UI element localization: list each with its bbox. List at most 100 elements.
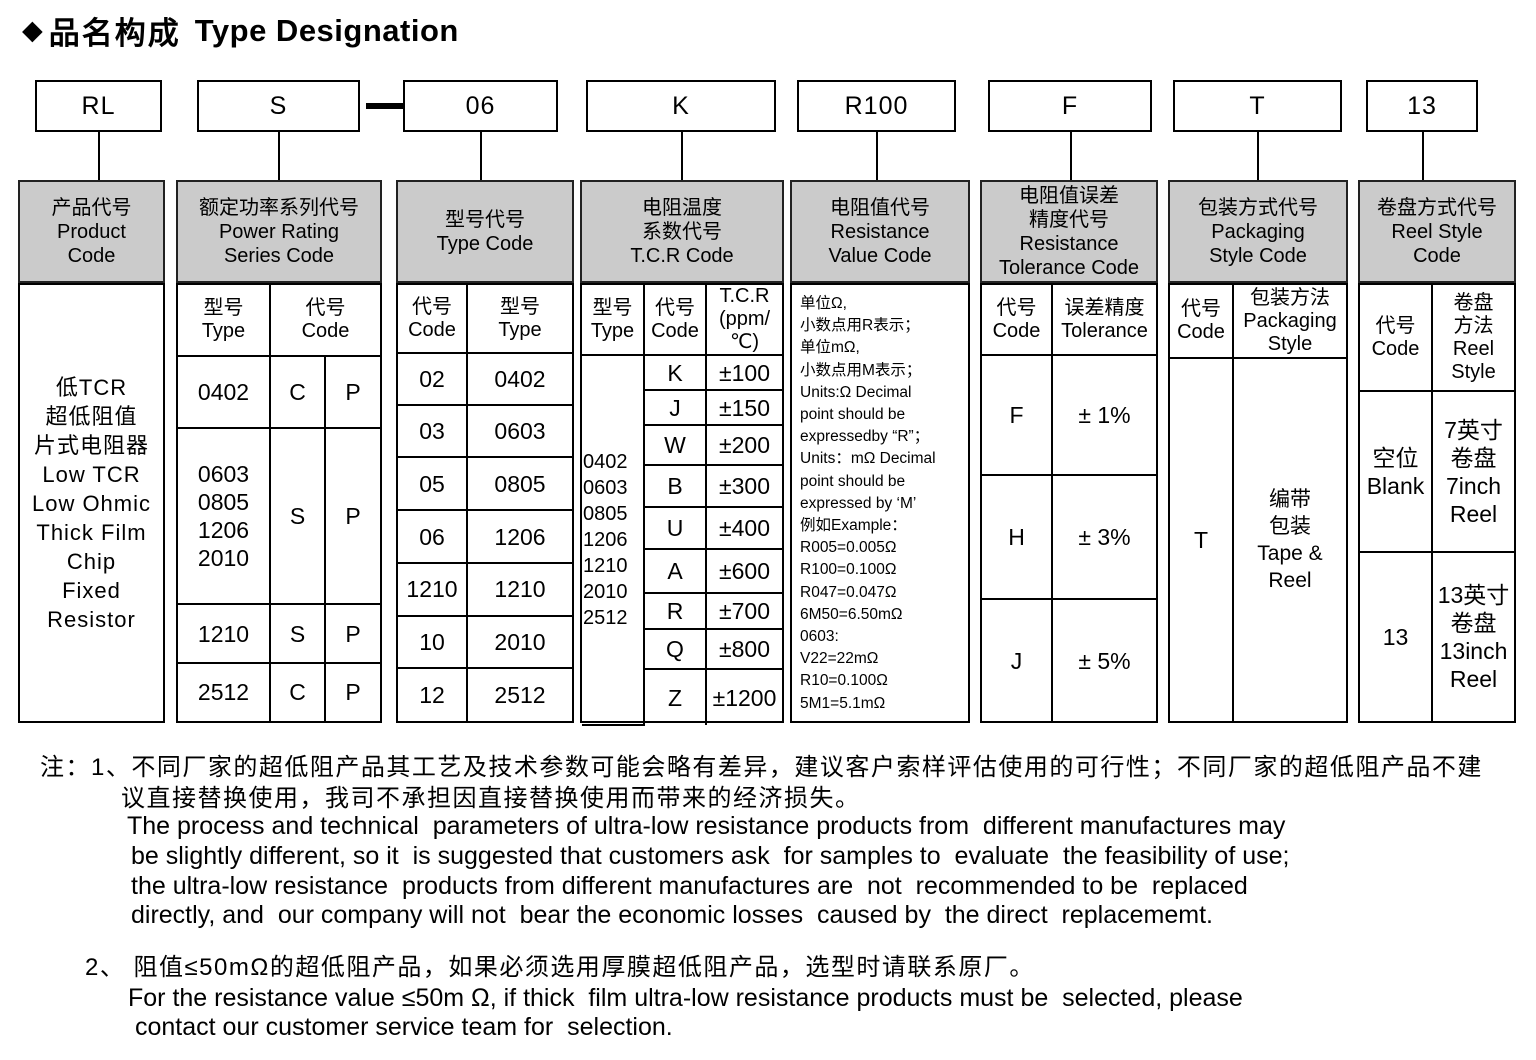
part-code-segment-reel: 13 [1366, 80, 1478, 132]
table-cell: P [324, 661, 380, 721]
table-cell: P [324, 426, 380, 606]
tolerance-table: 代号 Code 误差精度 Tolerance F ± 1% H ± 3% J ± 5% [982, 285, 1156, 721]
note-1-en-line-4: directly, and our company will not bear … [131, 901, 1213, 929]
table-cell: 02 [398, 352, 468, 407]
resistance-value-rules: 单位Ω, 小数点用R表示； 单位mΩ, 小数点用M表示； Units:Ω Dec… [790, 283, 970, 723]
column-header-tolerance: 电阻值误差 精度代号 Resistance Tolerance Code [980, 180, 1158, 283]
table-cell: 06 [398, 509, 468, 564]
table-cell: 13 [1360, 551, 1433, 721]
table-row: 1210 S P [178, 603, 380, 664]
table-cell: 2512 [178, 661, 271, 721]
table-row: 02 0402 [398, 352, 572, 407]
table-cell: F [982, 354, 1053, 476]
tcr-table: 型号 Type 代号 Code T.C.R (ppm/℃) 0402 0603 … [582, 285, 782, 726]
column-header-type: 型号代号 Type Code [396, 180, 574, 283]
table-row: 0603 0805 1206 2010 S P [178, 426, 380, 606]
diamond-icon: ◆ [22, 15, 43, 45]
table-row: T 编带 包装 Tape & Reel [1170, 357, 1346, 721]
reel-table-wrap: 代号 Code 卷盘 方法 Reel Style 空位 Blank 7英寸 卷盘 … [1358, 283, 1516, 723]
part-code-segment-tolerance: F [988, 80, 1152, 132]
table-cell: 0402 [466, 352, 572, 407]
table-row: A ±600 [582, 548, 782, 594]
table-row: B ±300 [582, 464, 782, 508]
table-header-row: 代号 Code 误差精度 Tolerance [982, 285, 1156, 357]
table-cell: ±700 [705, 592, 782, 630]
product-description: 低TCR 超低阻值 片式电阻器 Low TCR Low Ohmic Thick … [18, 283, 165, 723]
table-cell: W [644, 424, 707, 466]
table-header-row: 型号 Type 代号 Code T.C.R (ppm/℃) [582, 285, 782, 356]
page-title: ◆ 品名构成 Type Designation [22, 8, 459, 53]
table-row: 空位 Blank 7英寸 卷盘 7inch Reel [1360, 390, 1514, 554]
part-code-segment-power: S [197, 80, 360, 132]
table-header-cell: 包装方法 Packaging Style [1232, 285, 1346, 360]
table-row: U ±400 [582, 506, 782, 550]
connector-line [278, 132, 280, 180]
part-code-segment-packaging: T [1173, 80, 1342, 132]
table-cell: 1210 [178, 603, 271, 664]
table-cell: ±600 [705, 548, 782, 594]
column-header-tcr: 电阻温度 系数代号 T.C.R Code [580, 180, 784, 283]
column-header-product: 产品代号 Product Code [18, 180, 165, 283]
note-2-zh-line-1: 2、 阻值≤50mΩ的超低阻产品，如果必须选用厚膜超低阻产品，选型时请联系原厂。 [85, 954, 1035, 981]
table-row: F ± 1% [982, 354, 1156, 476]
table-cell: 03 [398, 404, 468, 459]
table-cell: R [644, 592, 707, 630]
table-cell: 0402 [178, 355, 271, 429]
table-header-cell: 型号 Type [582, 285, 645, 356]
table-header-row: 代号 Code 包装方法 Packaging Style [1170, 285, 1346, 360]
table-cell: 1210 [398, 561, 468, 617]
power-rating-table: 型号 Type 代号 Code 0402 C P 0603 0805 1206 … [178, 285, 380, 721]
table-row: 05 0805 [398, 456, 572, 512]
type-code-table: 代号 Code 型号 Type 02 0402 03 0603 05 0805 06 1… [398, 285, 572, 721]
table-cell: Z [644, 668, 707, 725]
table-cell: 0805 [466, 456, 572, 512]
table-row: W ±200 [582, 424, 782, 466]
note-1-zh-line-1: 注：1、不同厂家的超低阻产品其工艺及技术参数可能会略有差异，建议客户索样评估使用… [40, 754, 1483, 781]
table-row: 10 2010 [398, 614, 572, 669]
connector-line [1422, 132, 1424, 180]
note-1-en-line-1: The process and technical parameters of … [127, 812, 1286, 840]
table-cell: C [269, 661, 326, 721]
table-cell: 0603 [466, 404, 572, 459]
table-header-row: 代号 Code 型号 Type [398, 285, 572, 355]
table-cell: 1210 [466, 561, 572, 617]
table-header-cell: 代号 Code [1360, 285, 1433, 393]
table-cell: 13英寸 卷盘 13inch Reel [1431, 551, 1514, 721]
table-cell: 7英寸 卷盘 7inch Reel [1431, 390, 1514, 554]
connector-line [1070, 132, 1072, 180]
table-header-cell: 代号 Code [269, 285, 380, 358]
table-row: 1210 1210 [398, 561, 572, 617]
table-cell: P [324, 355, 380, 429]
reel-table: 代号 Code 卷盘 方法 Reel Style 空位 Blank 7英寸 卷盘 … [1360, 285, 1514, 721]
table-header-cell: 代号 Code [982, 285, 1053, 357]
table-cell: K [643, 354, 707, 391]
table-row: Z ±1200 [582, 668, 782, 725]
table-header-cell: 卷盘 方法 Reel Style [1431, 285, 1514, 393]
table-row: Q ±800 [582, 628, 782, 670]
table-row: J ±150 [582, 389, 782, 426]
table-cell: P [324, 603, 380, 664]
note-2-en-line-1: For the resistance value ≤50m Ω, if thic… [128, 984, 1243, 1012]
title-chinese: 品名构成 [48, 16, 181, 51]
note-1-zh-line-2: 议直接替换使用，我司不承担因直接替换使用而带来的经济损失。 [121, 785, 861, 812]
table-cell: ± 1% [1051, 354, 1156, 476]
table-header-cell: 代号 Code [643, 285, 707, 356]
table-cell: C [269, 355, 326, 429]
table-cell: S [269, 603, 326, 664]
column-header-power: 额定功率系列代号 Power Rating Series Code [176, 180, 382, 283]
table-cell: ±150 [705, 389, 782, 426]
table-header-cell: 误差精度 Tolerance [1051, 285, 1156, 357]
type-table-wrap: 代号 Code 型号 Type 02 0402 03 0603 05 0805 06 1… [396, 283, 574, 723]
table-cell: 1206 [466, 509, 572, 564]
table-cell: 空位 Blank [1360, 390, 1433, 554]
table-cell: Q [644, 628, 707, 670]
table-row: H ± 3% [982, 473, 1156, 601]
table-cell: 编带 包装 Tape & Reel [1232, 357, 1346, 721]
connector-line [876, 132, 878, 180]
table-cell: ±1200 [705, 668, 782, 725]
connector-line [480, 132, 482, 180]
note-1-en-line-2: be slightly different, so it is suggeste… [131, 842, 1290, 870]
table-row: 2512 C P [178, 661, 380, 721]
part-code-segment-type: 06 [403, 80, 558, 132]
